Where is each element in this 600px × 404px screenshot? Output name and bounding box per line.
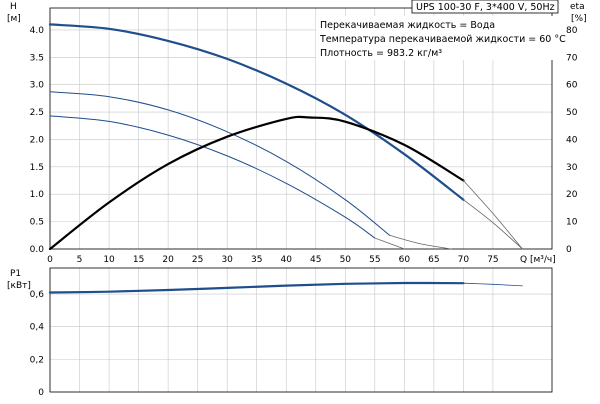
x-tick-label: 15 (133, 255, 144, 265)
lower-tick-labels: 0 0,2 0,4 0,6 (30, 290, 45, 398)
p1-tick-label: 0,6 (30, 290, 45, 300)
y-left-tick-label: 3.5 (30, 53, 44, 63)
y-left-tick-label: 4.0 (30, 26, 45, 36)
y-left-label: H (10, 2, 17, 12)
x-axis-label: Q [м³/ч] (520, 255, 556, 265)
upper-series-group (48, 23, 523, 251)
power-curve (48, 281, 465, 294)
p1-tick-label: 0 (38, 388, 44, 398)
y-right-tick-label: 30 (566, 163, 578, 173)
lower-plot-frame (49, 267, 553, 393)
x-tick-label: 60 (399, 255, 411, 265)
x-tick-label: 55 (369, 255, 380, 265)
y-right-tick-label: 0 (566, 245, 572, 255)
info-density: Плотность = 983.2 кг/м³ (320, 48, 442, 59)
info-box (316, 16, 560, 60)
y-right-tick-label: 70 (566, 53, 578, 63)
x-tick-label: 65 (428, 255, 439, 265)
y-left-tick-label: 0.0 (30, 245, 45, 255)
x-tick-label: 35 (251, 255, 262, 265)
efficiency-extension-curve (463, 180, 523, 250)
y-left-tick-label: 1.5 (30, 163, 44, 173)
upper-plot-frame (49, 7, 553, 250)
x-tick-label: 5 (77, 255, 83, 265)
x-tick-label: 20 (162, 255, 174, 265)
power-extension-curve (463, 282, 523, 287)
x-tick-label: 70 (458, 255, 470, 265)
chart-title: UPS 100-30 F, 3*400 V, 50Hz (416, 2, 555, 13)
y-left-unit: [м] (7, 14, 21, 24)
efficiency-curve (48, 115, 465, 251)
p1-tick-label: 0,4 (30, 323, 45, 333)
y-right-tick-label: 60 (566, 81, 578, 91)
head-speed-3-curve (48, 23, 465, 201)
y-right-tick-label: 10 (566, 218, 578, 228)
y-right-tick-label: 50 (566, 108, 578, 118)
p1-label: P1 (10, 269, 21, 279)
x-tick-label: 50 (340, 255, 352, 265)
head-speed-1-extension-curve (374, 237, 405, 250)
head-speed-1-curve (49, 115, 376, 239)
x-tick-label: 25 (192, 255, 203, 265)
p1-tick-label: 0,2 (30, 355, 44, 365)
p1-unit: [кВт] (7, 281, 31, 291)
x-tick-label: 0 (47, 255, 53, 265)
y-left-tick-label: 2.0 (30, 135, 45, 145)
y-left-tick-label: 0.5 (30, 218, 44, 228)
y-left-tick-label: 3.0 (30, 81, 45, 91)
y-left-tick-label: 2.5 (30, 108, 44, 118)
x-tick-label: 30 (221, 255, 233, 265)
y-right-tick-label: 80 (566, 26, 578, 36)
y-left-tick-label: 1.0 (30, 190, 45, 200)
lower-grid (49, 268, 552, 393)
y-right-tick-label: 20 (566, 190, 578, 200)
y-right-tick-label: 40 (566, 135, 578, 145)
x-tick-label: 75 (487, 255, 498, 265)
head-speed-2-curve (49, 91, 391, 236)
info-temperature: Температура перекачиваемой жидкости = 60… (319, 34, 566, 45)
lower-series-group (48, 281, 523, 294)
y-right-label: eta (570, 2, 585, 12)
x-tick-label: 10 (103, 255, 115, 265)
x-tick-label: 40 (281, 255, 293, 265)
info-fluid: Перекачиваемая жидкость = Вода (320, 20, 495, 31)
x-tick-label: 45 (310, 255, 321, 265)
y-right-unit: [%] (571, 14, 587, 24)
upper-tick-labels: 0 5 10 15 20 25 30 35 40 45 50 55 60 65 70 75 0.0 0.5 1.0 1… (30, 26, 578, 265)
title-box (411, 0, 559, 14)
head-speed-2-extension-curve (389, 234, 452, 250)
head-speed-3-extension-curve (463, 199, 523, 250)
